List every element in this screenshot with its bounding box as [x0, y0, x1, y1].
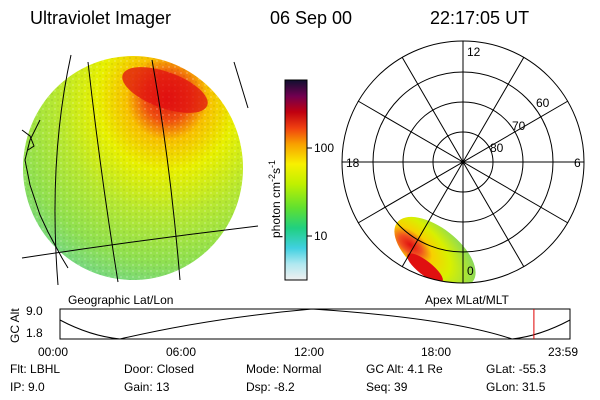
time-tick-0000: 00:00: [38, 345, 69, 359]
time-tick-1800: 18:00: [421, 345, 452, 359]
alt-tick-1-8: 1.8: [26, 326, 43, 340]
image-title: Ultraviolet Imager: [30, 8, 172, 28]
info-dsp: Dsp: -8.2: [246, 380, 295, 394]
info-ip: IP: 9.0: [10, 380, 45, 394]
mlat-label-70: 70: [512, 119, 526, 133]
image-date: 06 Sep 00: [270, 8, 353, 28]
time-tick-1200: 12:00: [294, 345, 325, 359]
mlt-label-18: 18: [346, 156, 360, 170]
info-gain: Gain: 13: [124, 380, 170, 394]
info-mode: Mode: Normal: [246, 362, 322, 376]
mlat-label-80: 80: [490, 141, 504, 155]
info-door: Door: Closed: [124, 362, 195, 376]
image-time: 22:17:05 UT: [430, 8, 530, 28]
info-seq: Seq: 39: [366, 380, 408, 394]
mlat-label-60: 60: [536, 96, 550, 110]
right-panel-label: Apex MLat/MLT: [425, 293, 509, 307]
mlt-label-0: 0: [467, 264, 474, 278]
time-tick-0600: 06:00: [166, 345, 197, 359]
colorbar-tick-100: 100: [314, 141, 335, 155]
info-glon: GLon: 31.5: [486, 380, 546, 394]
info-glat: GLat: -55.3: [486, 362, 547, 376]
mlt-label-6: 6: [574, 156, 581, 170]
info-flt: Flt: LBHL: [10, 362, 61, 376]
info-gc-alt: GC Alt: 4.1 Re: [366, 362, 443, 376]
alt-axis-label: GC Alt: [8, 308, 22, 343]
alt-tick-9: 9.0: [26, 304, 43, 318]
left-panel-label: Geographic Lat/Lon: [68, 293, 174, 307]
colorbar-tick-10: 10: [314, 229, 328, 243]
time-tick-2359: 23:59: [548, 345, 579, 359]
mlt-label-12: 12: [467, 45, 481, 59]
